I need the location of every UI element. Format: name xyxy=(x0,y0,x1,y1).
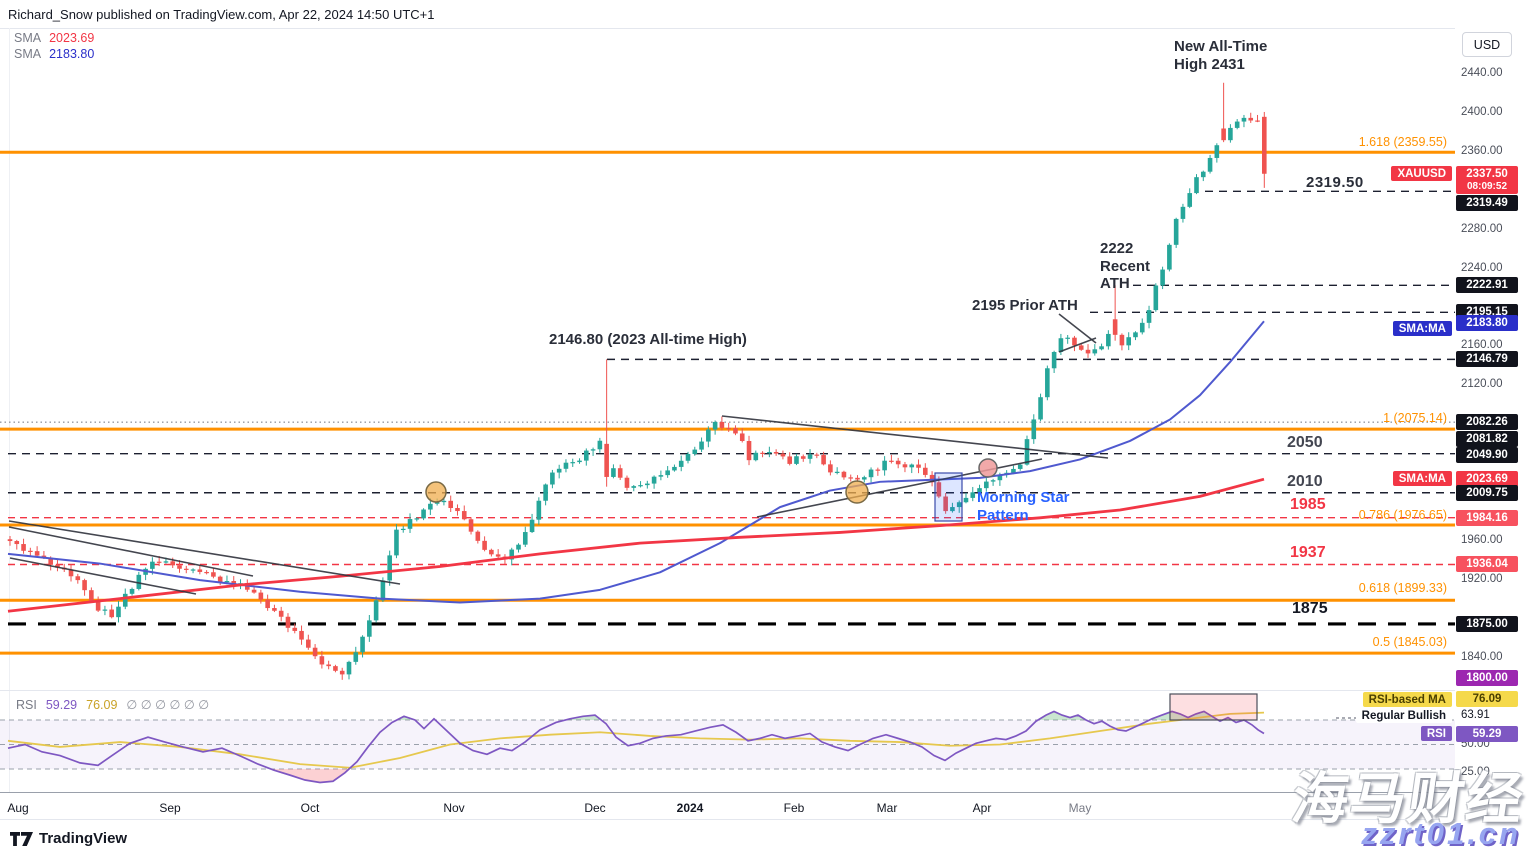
price-badge: 1875.00 xyxy=(1456,616,1518,633)
rsi-divergence-box xyxy=(1169,693,1258,721)
sma-slow-axis-label: SMA:MA xyxy=(1392,321,1452,336)
annotation-morning-star: Morning Star Pattern xyxy=(977,489,1070,524)
level-label-1875: 1875 xyxy=(1292,600,1328,617)
price-badge: 2337.50 08:09:52 xyxy=(1456,166,1518,194)
rsi-badge: 59.29 xyxy=(1456,726,1518,743)
price-badge: 2183.80 xyxy=(1456,315,1518,332)
annotation-prior-ath: 2195 Prior ATH xyxy=(972,297,1078,314)
sma-slow-value: 2183.80 xyxy=(49,47,95,61)
sma-fast-axis-label: SMA:MA xyxy=(1392,471,1452,486)
divergence-label: Regular Bullish xyxy=(1355,708,1452,723)
annotation-new-all-time-high: New All-Time High 2431 xyxy=(1174,38,1268,73)
rsi-ma-axis-label: RSI-based MA xyxy=(1362,692,1452,707)
time-label-Mar: Mar xyxy=(876,801,898,815)
price-badge: 2146.79 xyxy=(1456,351,1518,368)
currency-button[interactable]: USD xyxy=(1462,32,1512,57)
price-badge: 2009.75 xyxy=(1456,485,1518,502)
time-label-Nov: Nov xyxy=(443,801,465,815)
rsi-badge: 76.09 xyxy=(1456,691,1518,708)
price-badge: 2023.69 xyxy=(1456,471,1518,488)
time-label-2024: 2024 xyxy=(676,801,704,815)
fib-label-1618: 1.618 (2359.55) xyxy=(1358,135,1447,149)
sma-slow-legend-row[interactable]: SMA 2183.80 xyxy=(14,47,94,63)
time-label-Oct: Oct xyxy=(300,801,320,815)
rsi-legend[interactable]: RSI 59.29 76.09 ∅ ∅ ∅ ∅ ∅ ∅ xyxy=(16,697,218,712)
sma-fast-legend-row[interactable]: SMA 2023.69 xyxy=(14,31,94,47)
price-badge: 2222.91 xyxy=(1456,277,1518,294)
price-tick: 2120.00 xyxy=(1461,378,1503,390)
annotation-2023-ath: 2146.80 (2023 All-time High) xyxy=(549,331,747,348)
price-tick: 2280.00 xyxy=(1461,223,1503,235)
level-label-2050: 2050 xyxy=(1287,434,1323,451)
time-axis[interactable]: Aug Sep Oct Nov Dec 2024 Feb Mar Apr May xyxy=(0,795,1455,820)
rsi-legend-value: 59.29 xyxy=(45,698,78,712)
price-tick: 1960.00 xyxy=(1461,534,1503,546)
candles xyxy=(7,82,1267,680)
level-label-1985: 1985 xyxy=(1290,496,1326,513)
publish-caption: Richard_Snow published on TradingView.co… xyxy=(8,7,435,22)
sma-slow-line xyxy=(7,320,1265,604)
sma-slow-label: SMA xyxy=(14,47,42,61)
price-axis[interactable]: USD 2440.00 2400.00 2360.00 2280.00 2240.00 2… xyxy=(1455,0,1529,820)
price-tick: 2360.00 xyxy=(1461,145,1503,157)
fib-label-0786: 0.786 (1976.65) xyxy=(1358,508,1447,522)
time-label-Apr: Apr xyxy=(972,801,992,815)
time-label-Dec: Dec xyxy=(584,801,606,815)
fib-label-05: 0.5 (1845.03) xyxy=(1372,635,1447,649)
sma-fast-line xyxy=(7,477,1265,613)
rsi-axis-label: RSI xyxy=(1420,726,1452,741)
time-label-Feb: Feb xyxy=(783,801,805,815)
price-tick: 1840.00 xyxy=(1461,651,1503,663)
time-label-Aug: Aug xyxy=(7,801,29,815)
price-badge: 2082.26 xyxy=(1456,414,1518,431)
price-badge: 1984.16 xyxy=(1456,510,1518,527)
annotation-level-2319: 2319.50 xyxy=(1306,174,1364,191)
price-tick: 2160.00 xyxy=(1461,339,1503,351)
rsi-ma-legend-value: 76.09 xyxy=(86,698,118,712)
fib-label-0618: 0.618 (1899.33) xyxy=(1358,581,1447,595)
rsi-ma-line xyxy=(7,711,1265,769)
time-label-May: May xyxy=(1068,801,1092,815)
price-tick: 2440.00 xyxy=(1461,67,1503,79)
sma-fast-value: 2023.69 xyxy=(49,31,95,45)
price-badge: 2081.82 xyxy=(1456,431,1518,448)
symbol-price-label: XAUUSD xyxy=(1391,166,1452,181)
price-tick: 2240.00 xyxy=(1461,262,1503,274)
time-label-Sep: Sep xyxy=(159,801,181,815)
rsi-legend-empty-params: ∅ ∅ ∅ ∅ ∅ ∅ xyxy=(126,698,210,712)
annotation-recent-ath: 2222 Recent ATH xyxy=(1100,240,1151,293)
level-label-1937: 1937 xyxy=(1290,544,1326,561)
rsi-line xyxy=(7,710,1265,784)
sma-fast-label: SMA xyxy=(14,31,42,45)
price-badge: 1936.04 xyxy=(1456,556,1518,573)
tradingview-brand[interactable]: TradingView xyxy=(10,830,127,847)
sma-legend[interactable]: SMA 2023.69 SMA 2183.80 xyxy=(14,31,94,63)
price-tick: 63.91 xyxy=(1461,709,1490,721)
price-badge: 1800.00 xyxy=(1456,670,1518,687)
rsi-legend-label: RSI xyxy=(16,698,37,712)
watermark-url: zzrt01.cn xyxy=(1361,816,1521,851)
tradingview-logo-icon xyxy=(10,831,33,846)
price-badge: 2049.90 xyxy=(1456,447,1518,464)
price-badge: 2319.49 xyxy=(1456,195,1518,212)
price-tick: 1920.00 xyxy=(1461,573,1503,585)
price-tick: 2400.00 xyxy=(1461,106,1503,118)
level-label-2010: 2010 xyxy=(1287,473,1323,490)
price-tick: 25.00 xyxy=(1461,766,1490,778)
tradingview-brand-text: TradingView xyxy=(39,830,128,847)
fib-label-1: 1 (2075.14) xyxy=(1383,411,1447,425)
